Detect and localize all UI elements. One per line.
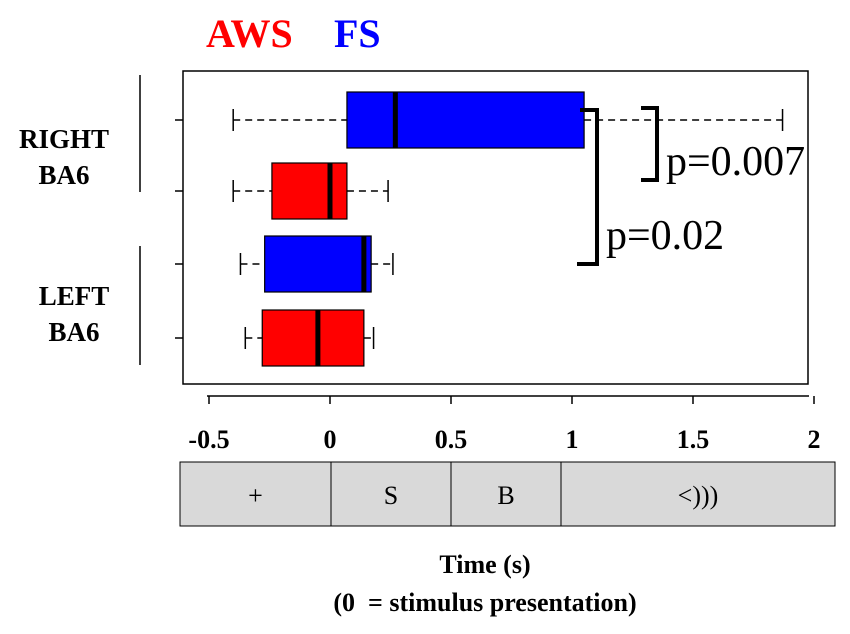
x-tick-label: -0.5 xyxy=(188,425,229,454)
timeline-segment: B xyxy=(450,461,562,527)
group-label-left-line1: LEFT xyxy=(39,281,110,311)
legend-aws: AWS xyxy=(206,11,293,56)
p-value-label: p=0.007 xyxy=(666,139,805,185)
timeline-segment-box xyxy=(560,461,836,527)
timeline-segment-label: + xyxy=(248,481,263,510)
boxes xyxy=(232,91,784,367)
annotation-p-0-02: p=0.02 xyxy=(577,108,724,266)
timeline-segment: S xyxy=(330,461,452,527)
box-iqr xyxy=(261,309,365,367)
significance-bracket xyxy=(577,108,599,266)
plot-frame xyxy=(182,70,809,385)
x-tick-label: 1.5 xyxy=(677,425,710,454)
timeline-segment-label: S xyxy=(384,481,398,510)
x-tick-label: 1 xyxy=(566,425,579,454)
timeline-segment-box xyxy=(450,461,562,527)
box-left-ba6-aws xyxy=(244,309,375,367)
box-iqr xyxy=(271,162,348,220)
p-value-label: p=0.02 xyxy=(606,213,724,259)
timeline-segment: <))) xyxy=(560,461,836,527)
timeline-segment: + xyxy=(179,461,332,527)
x-tick-label: 0 xyxy=(324,425,337,454)
significance-bracket xyxy=(641,106,659,182)
x-axis: -0.5 0 0.5 1 1.5 2 xyxy=(188,395,821,454)
box-iqr xyxy=(346,91,585,149)
box-left-ba6-fs xyxy=(239,235,394,293)
x-axis-note: (0 = stimulus presentation) xyxy=(333,588,636,617)
x-tick-label: 0.5 xyxy=(435,425,468,454)
box-right-ba6-aws xyxy=(232,162,389,220)
timeline-segment-label: B xyxy=(497,481,514,510)
timeline-segment-label: <))) xyxy=(678,481,719,510)
box-iqr xyxy=(264,235,372,293)
x-axis-label: Time (s) xyxy=(439,550,530,579)
timeline-bar: + S B <))) xyxy=(179,461,836,527)
legend-fs: FS xyxy=(334,11,381,56)
x-tick-label: 2 xyxy=(808,425,821,454)
group-label-left-line2: BA6 xyxy=(48,317,99,347)
significance-annotations: p=0.007 p=0.02 xyxy=(577,106,805,266)
box-right-ba6-fs xyxy=(232,91,784,149)
y-ticks xyxy=(175,119,183,339)
group-label-right-line1: RIGHT xyxy=(19,124,109,154)
annotation-p-0-007: p=0.007 xyxy=(641,106,805,185)
timeline-segment-box xyxy=(330,461,452,527)
group-label-right-line2: BA6 xyxy=(38,160,89,190)
